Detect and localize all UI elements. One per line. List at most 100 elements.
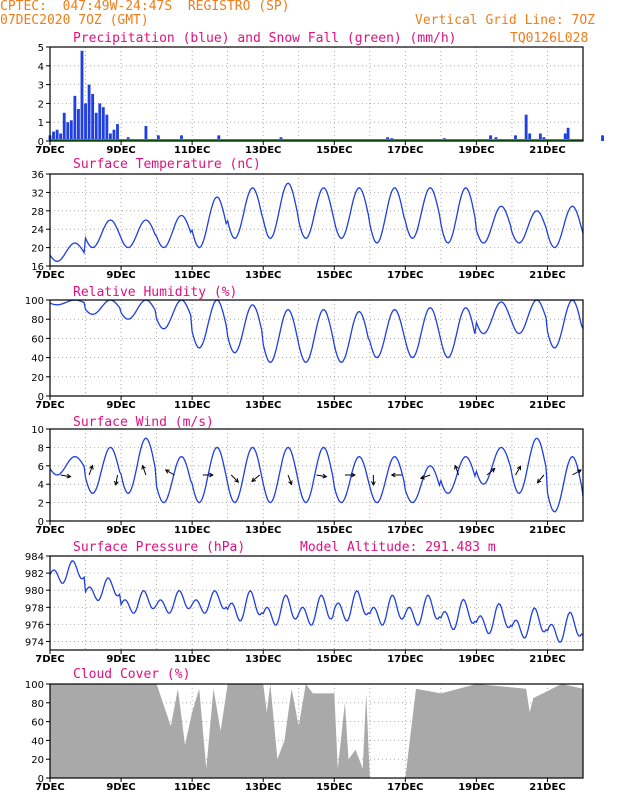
precip-bar: [87, 84, 91, 141]
precip-bar: [489, 135, 493, 141]
precip-bar: [91, 94, 95, 141]
wind-vector-head: [322, 473, 328, 479]
x-tick-label: 11DEC: [174, 782, 210, 793]
y-tick-label: 982: [25, 569, 44, 580]
wind-vector-head: [351, 472, 356, 478]
precip-bar: [538, 133, 542, 141]
x-tick-label: 13DEC: [245, 400, 281, 411]
y-tick-label: 80: [31, 315, 44, 326]
x-tick-label: 21DEC: [529, 525, 565, 536]
precip-bar: [180, 135, 183, 141]
panel-title-5: Cloud Cover (%): [73, 667, 190, 682]
precip-bar: [563, 133, 567, 141]
y-tick-label: 40: [31, 736, 44, 747]
x-tick-label: 19DEC: [458, 525, 494, 536]
panel-title-3: Surface Wind (m/s): [73, 415, 214, 430]
precip-bar: [528, 133, 532, 141]
precip-bar: [84, 103, 87, 141]
y-tick-label: 36: [31, 170, 44, 181]
wind-vector: [420, 474, 431, 479]
wind-vector-head: [141, 464, 146, 470]
x-tick-label: 13DEC: [245, 270, 281, 281]
y-tick-label: 8: [38, 443, 44, 454]
x-tick-label: 7DEC: [35, 525, 64, 536]
precip-bar: [77, 109, 80, 141]
wind-vector: [515, 466, 521, 476]
y-tick-label: 2: [38, 99, 44, 110]
wind-vector-head: [454, 464, 459, 470]
y-tick-label: 2: [38, 499, 44, 510]
x-tick-label: 13DEC: [245, 782, 281, 793]
precip-bar: [59, 133, 63, 141]
wind-vector-head: [234, 478, 240, 483]
x-tick-label: 13DEC: [245, 654, 281, 665]
y-tick-label: 1: [38, 118, 44, 129]
wind-vector-head: [370, 481, 376, 487]
x-tick-label: 15DEC: [316, 782, 352, 793]
x-tick-label: 11DEC: [174, 145, 210, 156]
x-tick-label: 9DEC: [106, 782, 135, 793]
x-tick-label: 21DEC: [529, 145, 565, 156]
run-time-label: 07DEC2020 7OZ (GMT): [0, 13, 149, 28]
y-tick-label: 20: [31, 244, 44, 255]
wind-vector: [287, 474, 292, 485]
wind-vector-head: [66, 473, 72, 479]
x-tick-label: 19DEC: [458, 654, 494, 665]
x-tick-label: 17DEC: [387, 782, 423, 793]
wind-vector: [251, 474, 260, 482]
panel-title-4: Surface Pressure (hPa): [73, 540, 245, 555]
x-tick-label: 17DEC: [387, 654, 423, 665]
wind-vector-head: [114, 480, 119, 486]
x-tick-label: 19DEC: [458, 400, 494, 411]
x-tick-label: 21DEC: [529, 782, 565, 793]
y-tick-label: 60: [31, 334, 44, 345]
precip-bar: [217, 135, 221, 141]
y-tick-label: 10: [31, 425, 44, 436]
wind-vector: [537, 474, 545, 483]
wind-vector-head: [536, 478, 542, 484]
precip-bar: [80, 50, 84, 142]
precip-bar: [62, 112, 66, 141]
precip-bar: [116, 124, 119, 141]
wind-vector-head: [419, 475, 425, 480]
precip-bar: [524, 114, 528, 141]
precip-bar: [73, 95, 77, 141]
panel-title-2: Relative Humidity (%): [73, 285, 237, 300]
x-tick-label: 7DEC: [35, 654, 64, 665]
y-tick-label: 24: [31, 225, 44, 236]
x-tick-label: 17DEC: [387, 145, 423, 156]
y-tick-label: 974: [25, 637, 44, 648]
y-tick-label: 32: [31, 188, 44, 199]
precip-bar: [112, 129, 116, 141]
x-tick-label: 15DEC: [316, 400, 352, 411]
x-tick-label: 7DEC: [35, 400, 64, 411]
y-tick-label: 100: [25, 680, 44, 691]
precip-bar: [108, 133, 112, 141]
panel-frame: [49, 299, 584, 397]
x-tick-label: 9DEC: [106, 270, 135, 281]
wind-vector: [486, 468, 496, 476]
x-tick-label: 21DEC: [529, 270, 565, 281]
x-tick-label: 15DEC: [316, 270, 352, 281]
x-tick-label: 9DEC: [106, 654, 135, 665]
precip-bar: [601, 135, 604, 141]
panel-title-0: Precipitation (blue) and Snow Fall (gree…: [73, 31, 457, 46]
precip-bar: [94, 112, 98, 141]
panel-frame: [49, 428, 584, 522]
precip-bar: [105, 114, 109, 141]
x-tick-label: 15DEC: [316, 525, 352, 536]
precip-bar: [156, 135, 160, 141]
y-tick-label: 60: [31, 718, 44, 729]
x-tick-label: 7DEC: [35, 782, 64, 793]
y-tick-label: 0: [38, 392, 44, 403]
series-line-4: [49, 560, 584, 643]
y-tick-label: 980: [25, 586, 44, 597]
wind-vector-head: [164, 469, 170, 474]
x-tick-label: 17DEC: [387, 400, 423, 411]
x-tick-label: 7DEC: [35, 270, 64, 281]
precip-bar: [98, 103, 102, 141]
wind-vector: [115, 474, 119, 485]
x-tick-label: 9DEC: [106, 145, 135, 156]
wind-vector: [572, 469, 582, 476]
y-tick-label: 4: [38, 480, 44, 491]
